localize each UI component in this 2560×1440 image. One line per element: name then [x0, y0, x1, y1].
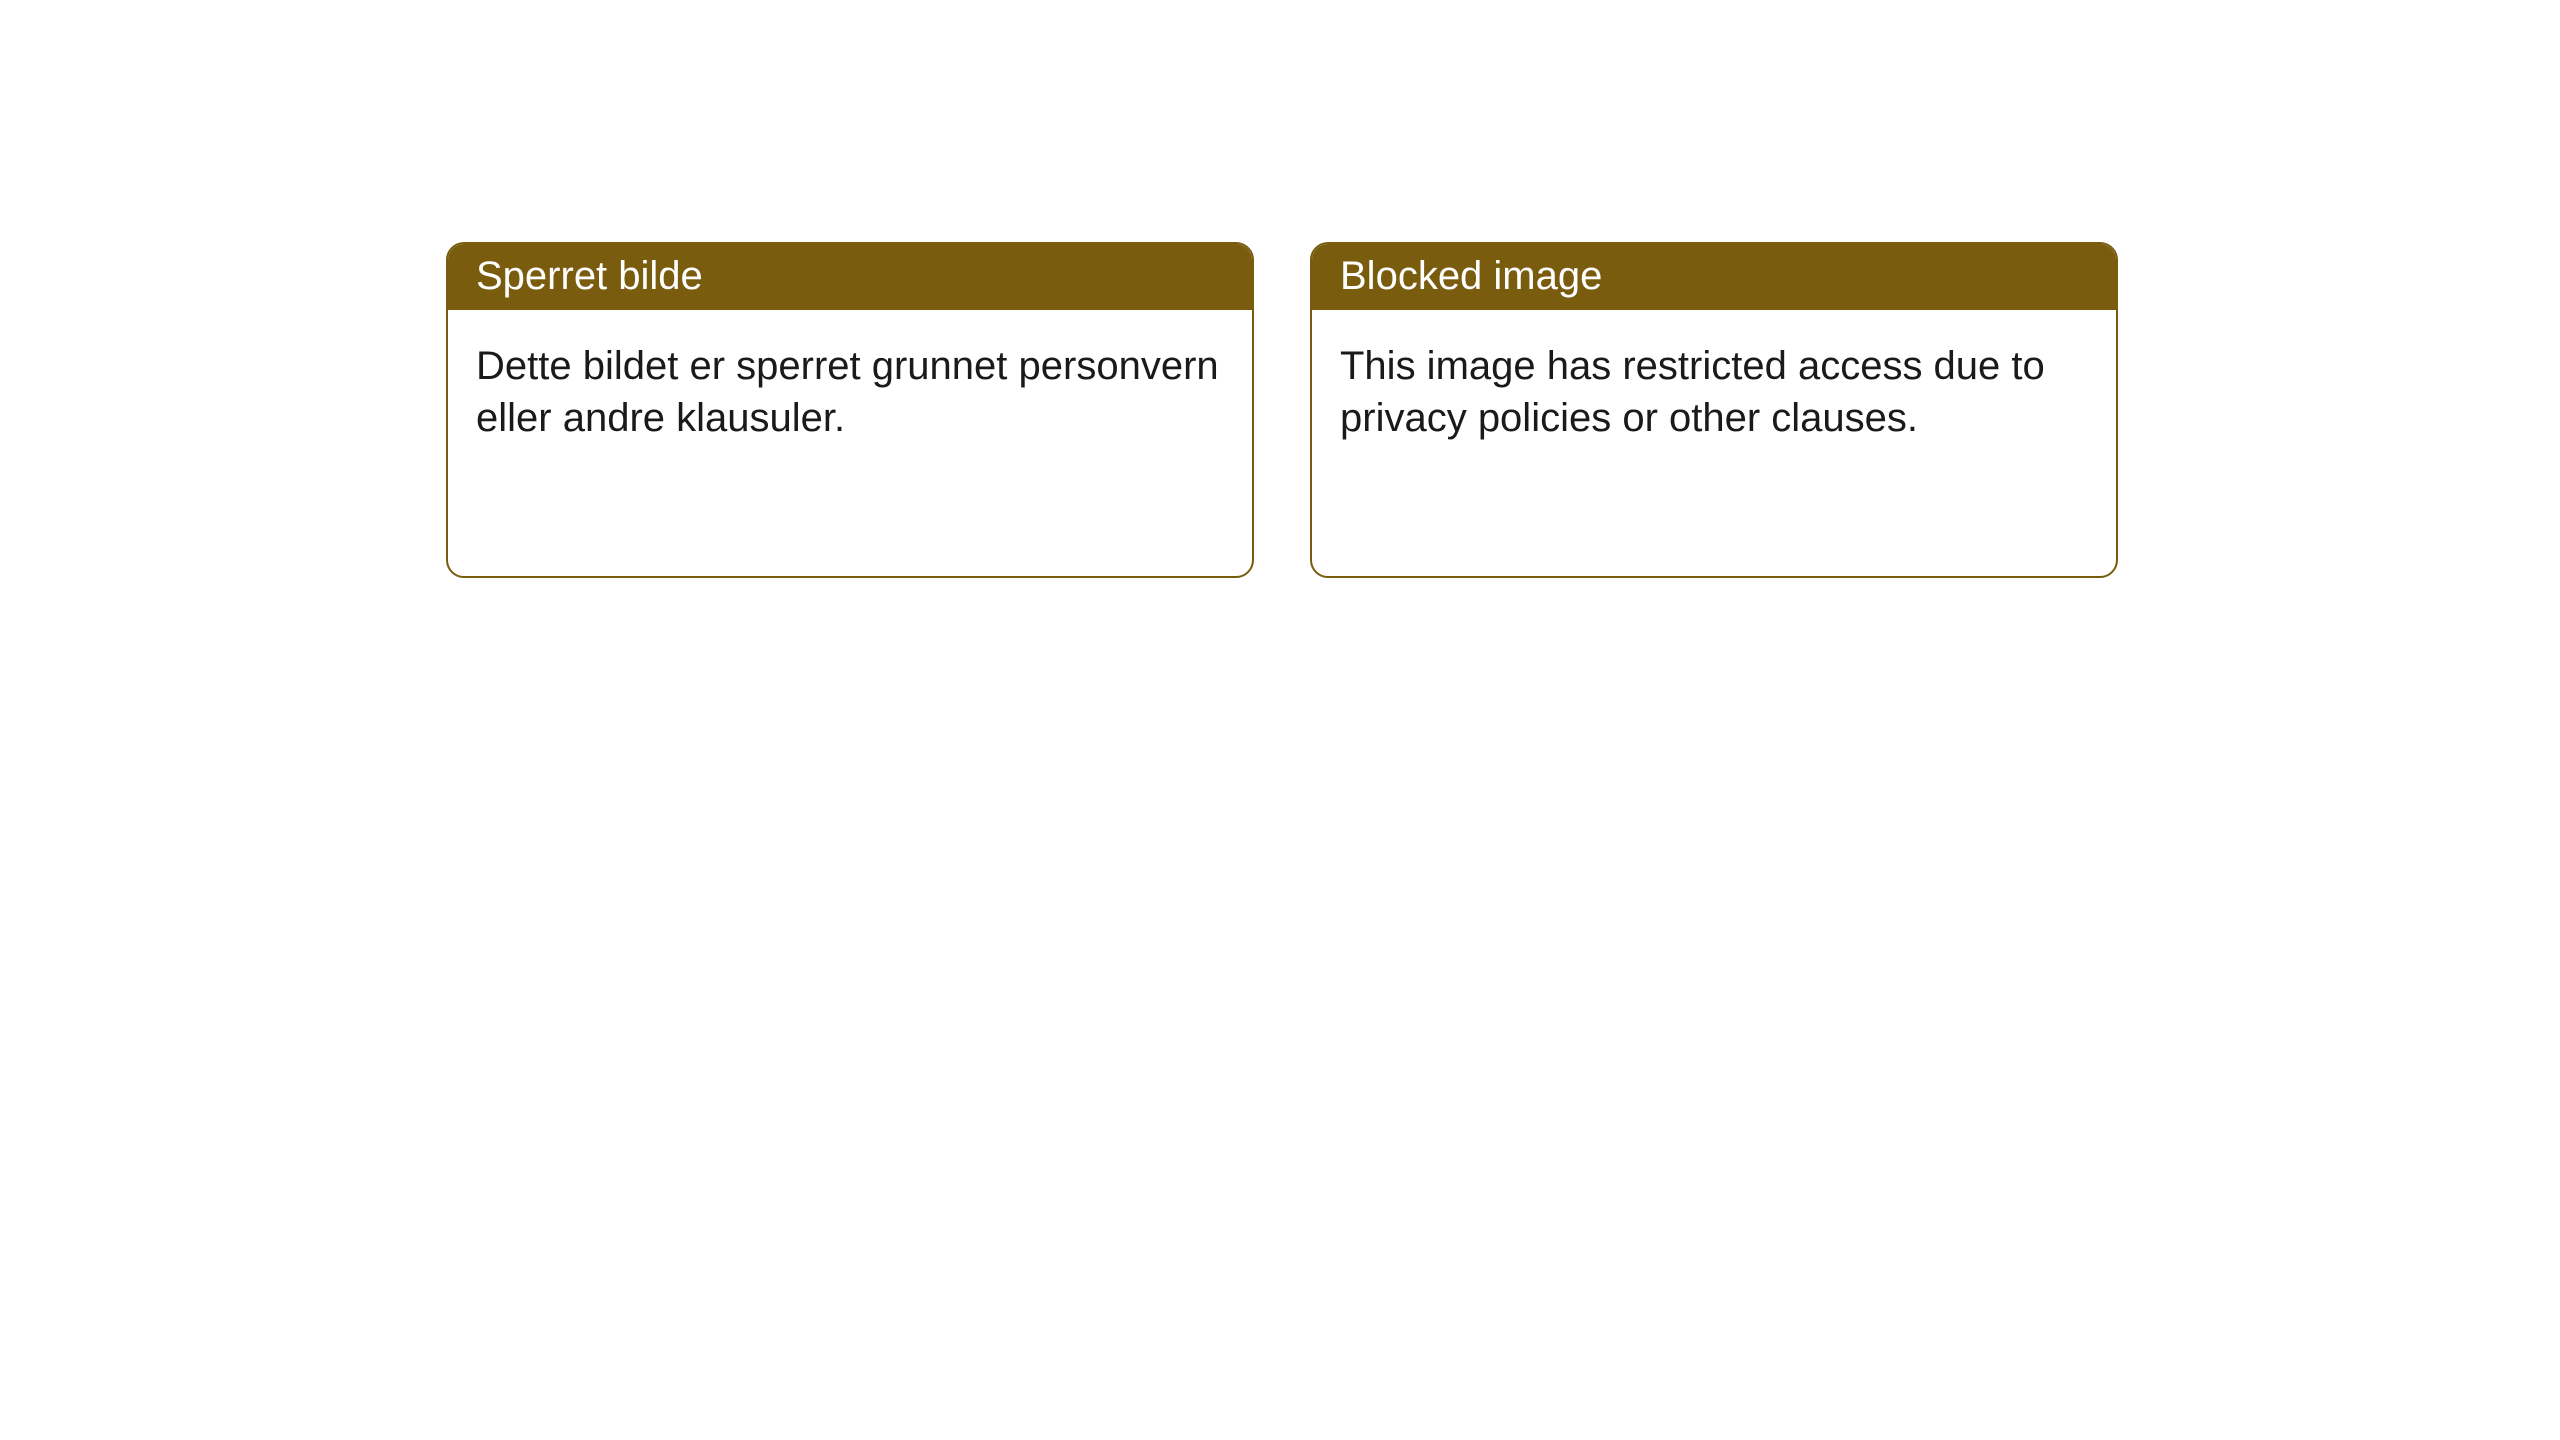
card-body-en: This image has restricted access due to …	[1312, 310, 2116, 474]
card-header-en: Blocked image	[1312, 244, 2116, 310]
card-body-no: Dette bildet er sperret grunnet personve…	[448, 310, 1252, 474]
notice-container: Sperret bilde Dette bildet er sperret gr…	[0, 0, 2560, 578]
blocked-image-card-no: Sperret bilde Dette bildet er sperret gr…	[446, 242, 1254, 578]
blocked-image-card-en: Blocked image This image has restricted …	[1310, 242, 2118, 578]
card-body-text-no: Dette bildet er sperret grunnet personve…	[476, 340, 1224, 444]
card-header-no: Sperret bilde	[448, 244, 1252, 310]
card-body-text-en: This image has restricted access due to …	[1340, 340, 2088, 444]
